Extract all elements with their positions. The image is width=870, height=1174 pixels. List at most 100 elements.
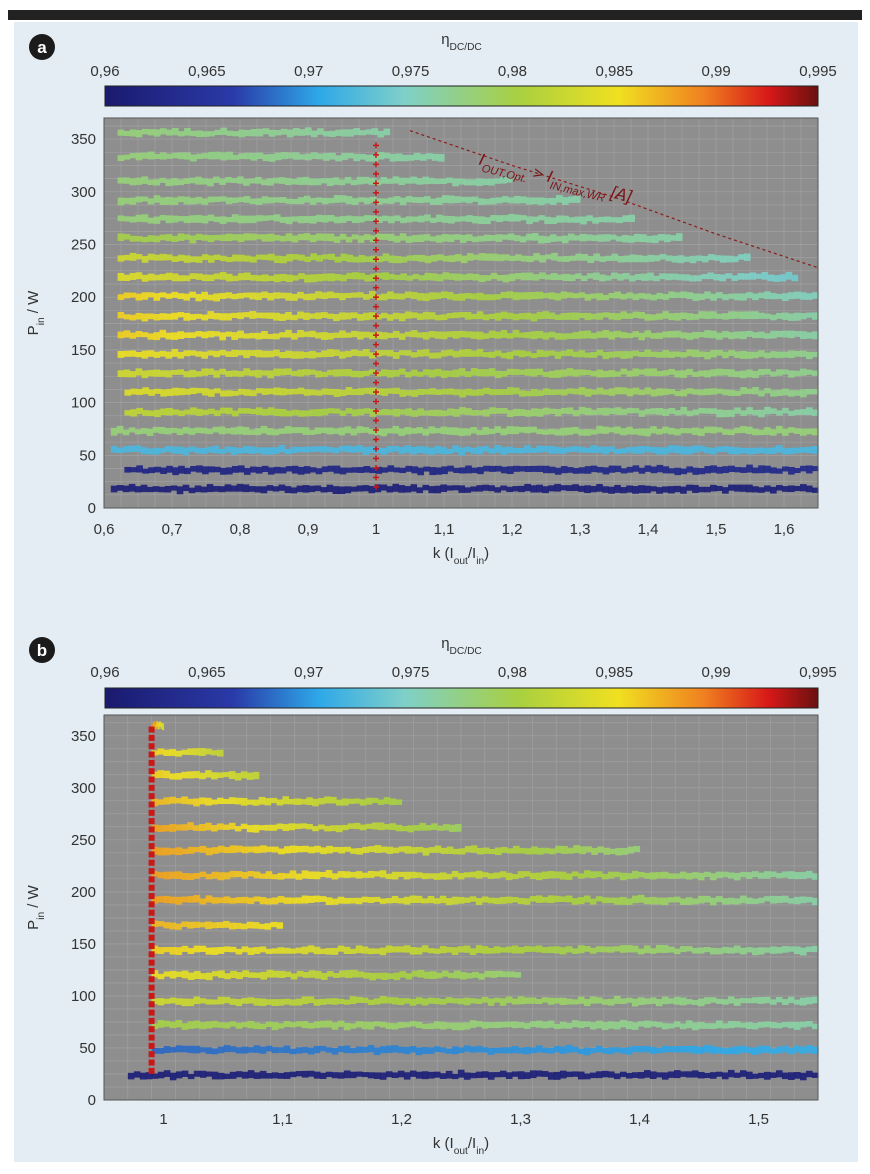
data-point (237, 293, 244, 299)
data-point (271, 1022, 279, 1031)
data-point (452, 848, 460, 855)
data-point (542, 311, 550, 319)
data-point (603, 847, 610, 855)
data-point (527, 255, 534, 263)
data-point (421, 998, 429, 1006)
data-point (147, 292, 155, 298)
data-point (346, 254, 354, 263)
data-point (757, 897, 765, 904)
data-point (596, 369, 604, 378)
data-point (465, 196, 473, 204)
data-point (424, 214, 431, 222)
data-point (273, 349, 280, 357)
data-point (541, 897, 549, 903)
data-point (383, 152, 391, 159)
data-point (193, 945, 201, 953)
data-point (459, 389, 466, 398)
data-point (148, 926, 155, 933)
data-point (589, 898, 597, 905)
data-row (110, 444, 819, 456)
data-point (721, 1048, 729, 1055)
data-point (274, 274, 281, 283)
data-point (758, 292, 765, 299)
data-point (620, 448, 627, 454)
data-point (555, 236, 563, 242)
data-point (457, 998, 465, 1005)
data-point (187, 873, 195, 881)
data-point (434, 178, 441, 185)
data-point (284, 971, 292, 978)
data-point (211, 1020, 219, 1028)
data-point (159, 350, 167, 357)
data-point (237, 330, 244, 339)
data-point (339, 369, 346, 377)
data-point (686, 368, 693, 376)
data-point (629, 254, 637, 263)
data-point (351, 969, 358, 978)
data-point (518, 350, 526, 358)
data-point (319, 1045, 327, 1052)
data-point (561, 235, 569, 244)
data-point (163, 1070, 171, 1077)
data-point (596, 293, 604, 301)
data-point (148, 1017, 155, 1024)
data-point (135, 152, 143, 161)
data-point (716, 313, 723, 319)
data-point (315, 409, 323, 417)
data-point (213, 234, 221, 241)
data-point (439, 872, 447, 880)
data-point (412, 273, 420, 280)
data-row (124, 406, 819, 418)
data-point (148, 751, 155, 758)
data-point (183, 371, 191, 378)
data-point (782, 351, 789, 358)
data-point (499, 1070, 507, 1078)
data-point (259, 1023, 267, 1030)
data-point (602, 312, 610, 318)
data-point (788, 485, 795, 492)
data-point (769, 1048, 777, 1054)
data-point (542, 486, 549, 494)
data-point (117, 370, 125, 378)
data-point (794, 291, 801, 299)
data-point (442, 255, 450, 262)
data-point (423, 410, 430, 416)
data-point (793, 896, 801, 905)
data-point (290, 446, 298, 454)
data-point (535, 895, 543, 903)
data-point (608, 388, 616, 396)
data-point (386, 428, 394, 434)
data-point (151, 1023, 159, 1030)
data-point (619, 896, 627, 905)
data-point (386, 349, 394, 357)
data-point (271, 1072, 279, 1079)
data-point (181, 1070, 189, 1077)
data-point (276, 799, 284, 806)
data-point (436, 254, 444, 261)
data-point (531, 197, 539, 205)
x-tick-label: 1,6 (774, 521, 795, 538)
data-point (357, 408, 365, 416)
data-point (490, 970, 497, 978)
data-point (229, 946, 237, 953)
data-point (745, 1022, 753, 1030)
data-point (601, 946, 609, 953)
data-point (466, 972, 473, 979)
data-point (589, 996, 597, 1004)
data-point (769, 895, 777, 904)
data-point (499, 947, 507, 953)
data-point (483, 234, 491, 242)
data-point (154, 409, 161, 418)
data-point (758, 368, 765, 376)
y-tick-label: 250 (71, 236, 96, 253)
data-point (641, 273, 648, 281)
data-point (733, 1072, 741, 1078)
data-point (361, 872, 369, 878)
data-point (331, 898, 339, 905)
data-point (148, 984, 155, 991)
data-point (556, 215, 563, 223)
data-point (267, 292, 274, 301)
data-point (655, 1072, 663, 1078)
data-point (577, 873, 585, 879)
data-point (290, 178, 298, 185)
